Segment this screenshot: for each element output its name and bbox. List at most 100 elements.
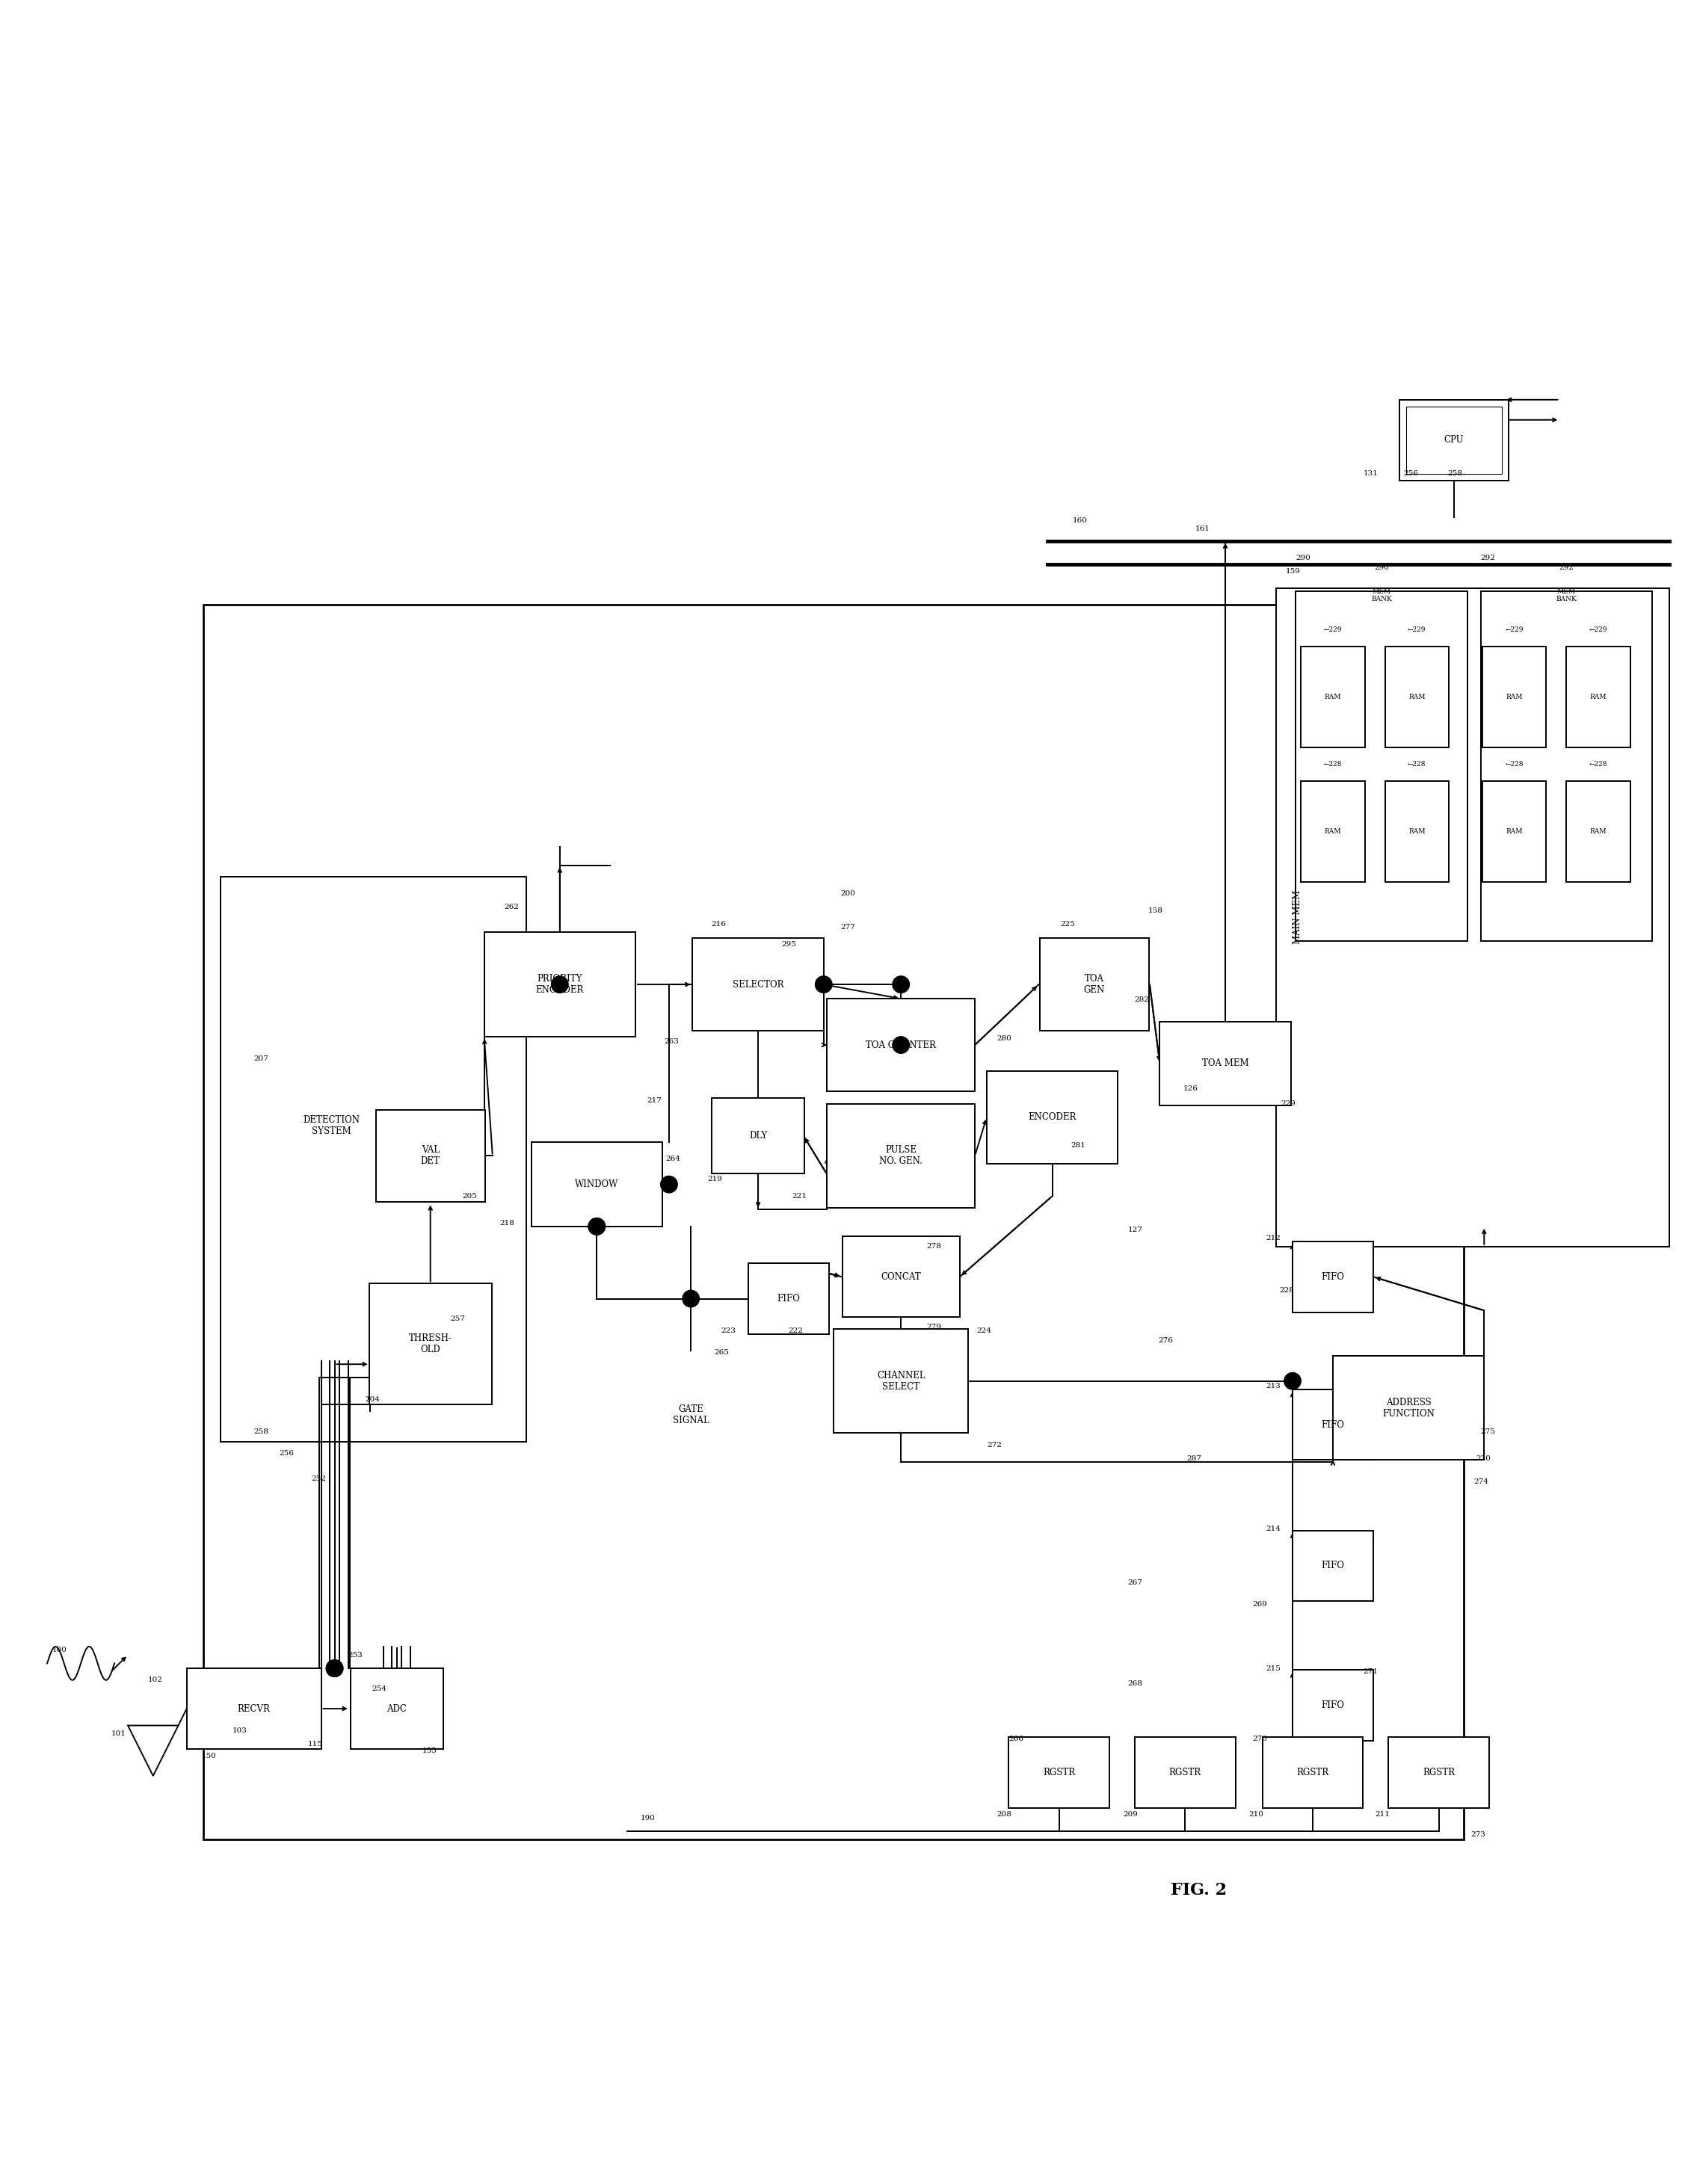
Bar bbox=[1160, 1022, 1290, 1105]
Bar bbox=[1300, 782, 1365, 882]
Bar bbox=[827, 1103, 976, 1208]
Text: TOA MEM: TOA MEM bbox=[1202, 1059, 1248, 1068]
Text: 212: 212 bbox=[1265, 1234, 1280, 1241]
Text: 217: 217 bbox=[648, 1096, 663, 1103]
Text: DETECTION
SYSTEM: DETECTION SYSTEM bbox=[303, 1116, 360, 1136]
Text: 210: 210 bbox=[1250, 1811, 1263, 1817]
Text: 277: 277 bbox=[840, 924, 856, 930]
Text: PULSE
NO. GEN.: PULSE NO. GEN. bbox=[879, 1144, 923, 1166]
Text: MEM
BANK: MEM BANK bbox=[1371, 587, 1392, 603]
Text: ←228: ←228 bbox=[1324, 760, 1343, 769]
Text: 190: 190 bbox=[641, 1815, 656, 1821]
Text: ADDRESS
FUNCTION: ADDRESS FUNCTION bbox=[1382, 1398, 1434, 1417]
Text: 213: 213 bbox=[1265, 1382, 1280, 1389]
Bar bbox=[986, 1070, 1118, 1164]
Text: FIFO: FIFO bbox=[1321, 1562, 1344, 1570]
Text: 209: 209 bbox=[1123, 1811, 1138, 1817]
Bar bbox=[350, 1669, 443, 1749]
Text: ←229: ←229 bbox=[1590, 627, 1608, 633]
Text: 280: 280 bbox=[996, 1035, 1011, 1042]
Text: RAM: RAM bbox=[1507, 828, 1524, 834]
Text: 265: 265 bbox=[714, 1350, 729, 1356]
Text: 254: 254 bbox=[372, 1686, 387, 1693]
Text: 155: 155 bbox=[423, 1747, 436, 1754]
Text: 258: 258 bbox=[1447, 470, 1463, 476]
Bar bbox=[1483, 782, 1546, 882]
Text: GATE
SIGNAL: GATE SIGNAL bbox=[673, 1404, 709, 1426]
Text: 215: 215 bbox=[1265, 1664, 1280, 1671]
Text: MEM
BANK: MEM BANK bbox=[1556, 587, 1578, 603]
Text: 271: 271 bbox=[1363, 1669, 1378, 1675]
Text: RGSTR: RGSTR bbox=[1168, 1767, 1201, 1778]
Text: RAM: RAM bbox=[1324, 828, 1341, 834]
Text: TOA COUNTER: TOA COUNTER bbox=[866, 1040, 937, 1051]
Bar bbox=[834, 1328, 969, 1433]
Text: 219: 219 bbox=[709, 1175, 722, 1184]
Circle shape bbox=[551, 976, 568, 994]
Bar bbox=[375, 1109, 485, 1201]
Text: ←228: ←228 bbox=[1407, 760, 1426, 769]
Text: 290: 290 bbox=[1295, 555, 1311, 561]
Text: 229: 229 bbox=[1280, 1101, 1295, 1107]
Text: 262: 262 bbox=[504, 904, 519, 911]
Text: 204: 204 bbox=[365, 1396, 380, 1402]
Bar bbox=[1261, 1736, 1363, 1808]
Text: 258: 258 bbox=[254, 1428, 269, 1435]
Text: 230: 230 bbox=[1476, 1455, 1490, 1461]
Circle shape bbox=[815, 976, 832, 994]
Text: RAM: RAM bbox=[1590, 828, 1606, 834]
Text: FIFO: FIFO bbox=[1321, 1701, 1344, 1710]
Text: 159: 159 bbox=[1285, 568, 1300, 574]
Bar bbox=[1275, 587, 1669, 1247]
Circle shape bbox=[326, 1660, 343, 1677]
Text: 263: 263 bbox=[665, 1037, 678, 1044]
Bar bbox=[747, 1262, 829, 1334]
Text: 211: 211 bbox=[1375, 1811, 1390, 1817]
Text: 102: 102 bbox=[149, 1677, 162, 1684]
Circle shape bbox=[326, 1660, 343, 1677]
Text: 103: 103 bbox=[232, 1728, 247, 1734]
Bar bbox=[1300, 646, 1365, 747]
Text: 276: 276 bbox=[1158, 1337, 1174, 1343]
Bar bbox=[1040, 939, 1148, 1031]
Text: 275: 275 bbox=[1481, 1428, 1495, 1435]
Text: RGSTR: RGSTR bbox=[1297, 1767, 1329, 1778]
Bar bbox=[1566, 782, 1630, 882]
Bar bbox=[1008, 1736, 1109, 1808]
Text: 272: 272 bbox=[986, 1441, 1001, 1448]
Text: 207: 207 bbox=[254, 1055, 269, 1061]
Text: 216: 216 bbox=[710, 922, 725, 928]
Text: RAM: RAM bbox=[1409, 695, 1426, 701]
Text: 101: 101 bbox=[112, 1730, 125, 1736]
Text: ←228: ←228 bbox=[1590, 760, 1608, 769]
Text: 158: 158 bbox=[1148, 906, 1163, 913]
Bar bbox=[531, 1142, 663, 1227]
Text: 127: 127 bbox=[1128, 1227, 1143, 1234]
Text: RAM: RAM bbox=[1324, 695, 1341, 701]
Text: FIFO: FIFO bbox=[776, 1293, 800, 1304]
Bar bbox=[1292, 1531, 1373, 1601]
Text: 273: 273 bbox=[1471, 1832, 1486, 1839]
Text: 218: 218 bbox=[499, 1219, 514, 1227]
Text: 292: 292 bbox=[1559, 563, 1574, 570]
Text: RAM: RAM bbox=[1590, 695, 1606, 701]
Text: 208: 208 bbox=[996, 1811, 1011, 1817]
Text: FIFO: FIFO bbox=[1321, 1420, 1344, 1431]
Text: 161: 161 bbox=[1196, 526, 1211, 533]
Bar bbox=[1292, 1389, 1373, 1459]
Text: 150: 150 bbox=[201, 1752, 216, 1758]
Text: 214: 214 bbox=[1265, 1524, 1280, 1533]
Bar bbox=[1388, 1736, 1490, 1808]
Text: MAIN MEM: MAIN MEM bbox=[1292, 891, 1302, 943]
Text: 222: 222 bbox=[788, 1328, 803, 1334]
Bar bbox=[1398, 400, 1508, 480]
Text: CHANNEL
SELECT: CHANNEL SELECT bbox=[878, 1372, 925, 1391]
Text: 278: 278 bbox=[927, 1243, 940, 1249]
Text: 279: 279 bbox=[927, 1324, 940, 1330]
Text: 274: 274 bbox=[1475, 1479, 1488, 1485]
Text: TOA
GEN: TOA GEN bbox=[1084, 974, 1104, 996]
Bar bbox=[186, 1669, 321, 1749]
Text: RGSTR: RGSTR bbox=[1422, 1767, 1454, 1778]
Text: VAL
DET: VAL DET bbox=[421, 1144, 440, 1166]
Circle shape bbox=[683, 1291, 700, 1306]
